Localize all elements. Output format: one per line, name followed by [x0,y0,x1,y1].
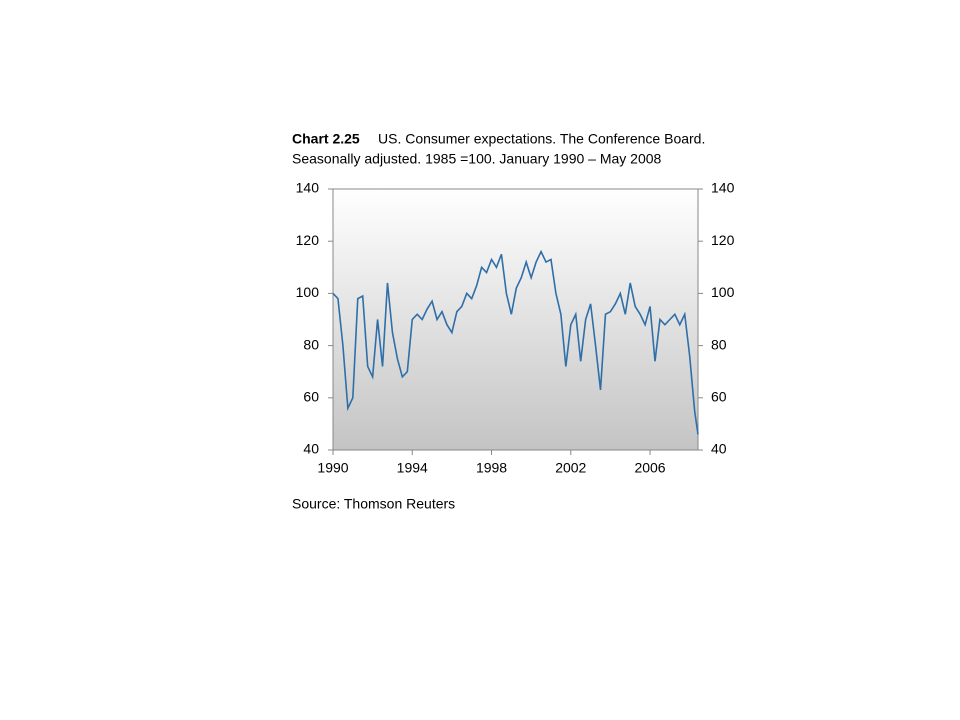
y2-tick-label: 120 [711,232,735,248]
y2-tick-label: 40 [711,441,727,457]
y-tick-label: 40 [303,441,319,457]
y2-tick-label: 60 [711,389,727,405]
y2-tick-label: 100 [711,284,735,300]
x-tick-label: 2002 [555,460,586,476]
chart-subtitle: Seasonally adjusted. 1985 =100. January … [292,151,662,167]
chart-label: Chart 2.25 [292,131,360,147]
data-line [332,249,699,435]
x-tick-label: 2006 [634,460,665,476]
y2-tick-label: 140 [711,180,735,196]
source: Source: Thomson Reuters [292,496,455,512]
y2-tick-label: 80 [711,336,727,352]
x-tick-label: 1990 [317,460,348,476]
chart-title: US. Consumer expectations. The Conferenc… [378,131,705,147]
y-tick-label: 80 [303,336,319,352]
x-tick-label: 1998 [476,460,507,476]
plot-area [332,188,699,451]
x-tick-label: 1994 [397,460,428,476]
y-tick-label: 100 [296,284,320,300]
y-tick-label: 60 [303,389,319,405]
y-tick-label: 140 [296,180,320,196]
y-tick-label: 120 [296,232,320,248]
